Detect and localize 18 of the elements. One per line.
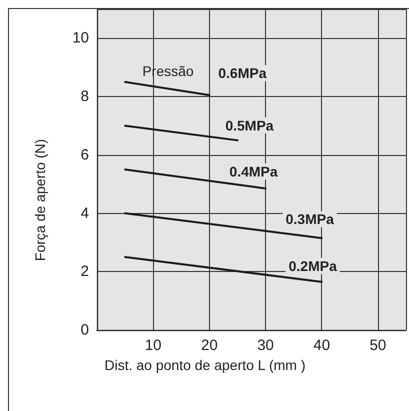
y-tick-label: 8 [80,88,89,106]
x-tick-label: 10 [144,337,162,354]
y-tick-label: 10 [72,30,89,47]
y-tick-label: 6 [80,146,89,164]
x-tick-label: 40 [313,337,330,354]
y-axis-title: Força de aperto (N) [32,138,48,262]
x-tick-label: 50 [370,337,386,354]
y-tick-label: 0 [80,322,89,338]
series-label: 0.2MPa [288,258,338,274]
series-label: 0.4MPa [229,163,278,180]
series-label: 0.6MPa [218,65,267,82]
y-tick-label: 4 [80,204,89,222]
x-tick-label: 20 [201,337,218,354]
series-label: 0.3MPa [286,211,334,228]
x-tick-label: 30 [257,337,274,354]
y-tick-label: 2 [80,263,89,280]
x-axis-title: Dist. ao ponto de aperto L (mm ) [104,357,306,373]
series-label: 0.5MPa [225,117,274,134]
